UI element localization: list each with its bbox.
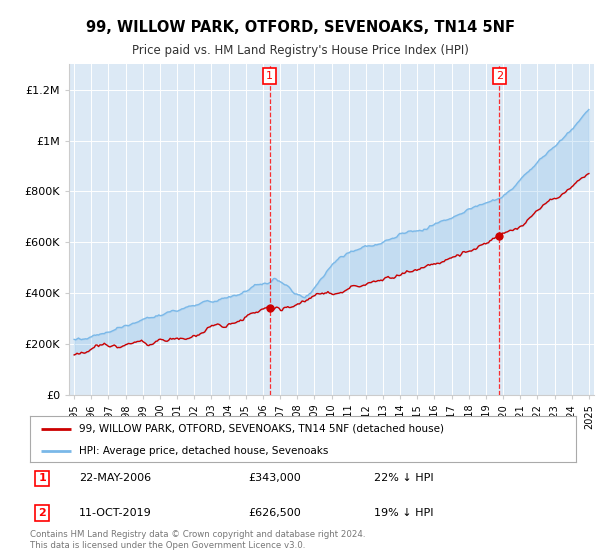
- Text: £626,500: £626,500: [248, 508, 301, 518]
- Text: 22% ↓ HPI: 22% ↓ HPI: [374, 473, 434, 483]
- Text: £343,000: £343,000: [248, 473, 301, 483]
- Text: 11-OCT-2019: 11-OCT-2019: [79, 508, 152, 518]
- Text: 99, WILLOW PARK, OTFORD, SEVENOAKS, TN14 5NF (detached house): 99, WILLOW PARK, OTFORD, SEVENOAKS, TN14…: [79, 424, 444, 434]
- Text: Contains HM Land Registry data © Crown copyright and database right 2024.
This d: Contains HM Land Registry data © Crown c…: [30, 530, 365, 550]
- Text: 2: 2: [496, 71, 503, 81]
- Text: Price paid vs. HM Land Registry's House Price Index (HPI): Price paid vs. HM Land Registry's House …: [131, 44, 469, 57]
- Text: 1: 1: [38, 473, 46, 483]
- Text: 22-MAY-2006: 22-MAY-2006: [79, 473, 151, 483]
- Text: 1: 1: [266, 71, 273, 81]
- Text: 99, WILLOW PARK, OTFORD, SEVENOAKS, TN14 5NF: 99, WILLOW PARK, OTFORD, SEVENOAKS, TN14…: [86, 20, 515, 35]
- Text: 2: 2: [38, 508, 46, 518]
- Text: HPI: Average price, detached house, Sevenoaks: HPI: Average price, detached house, Seve…: [79, 446, 329, 455]
- Text: 19% ↓ HPI: 19% ↓ HPI: [374, 508, 433, 518]
